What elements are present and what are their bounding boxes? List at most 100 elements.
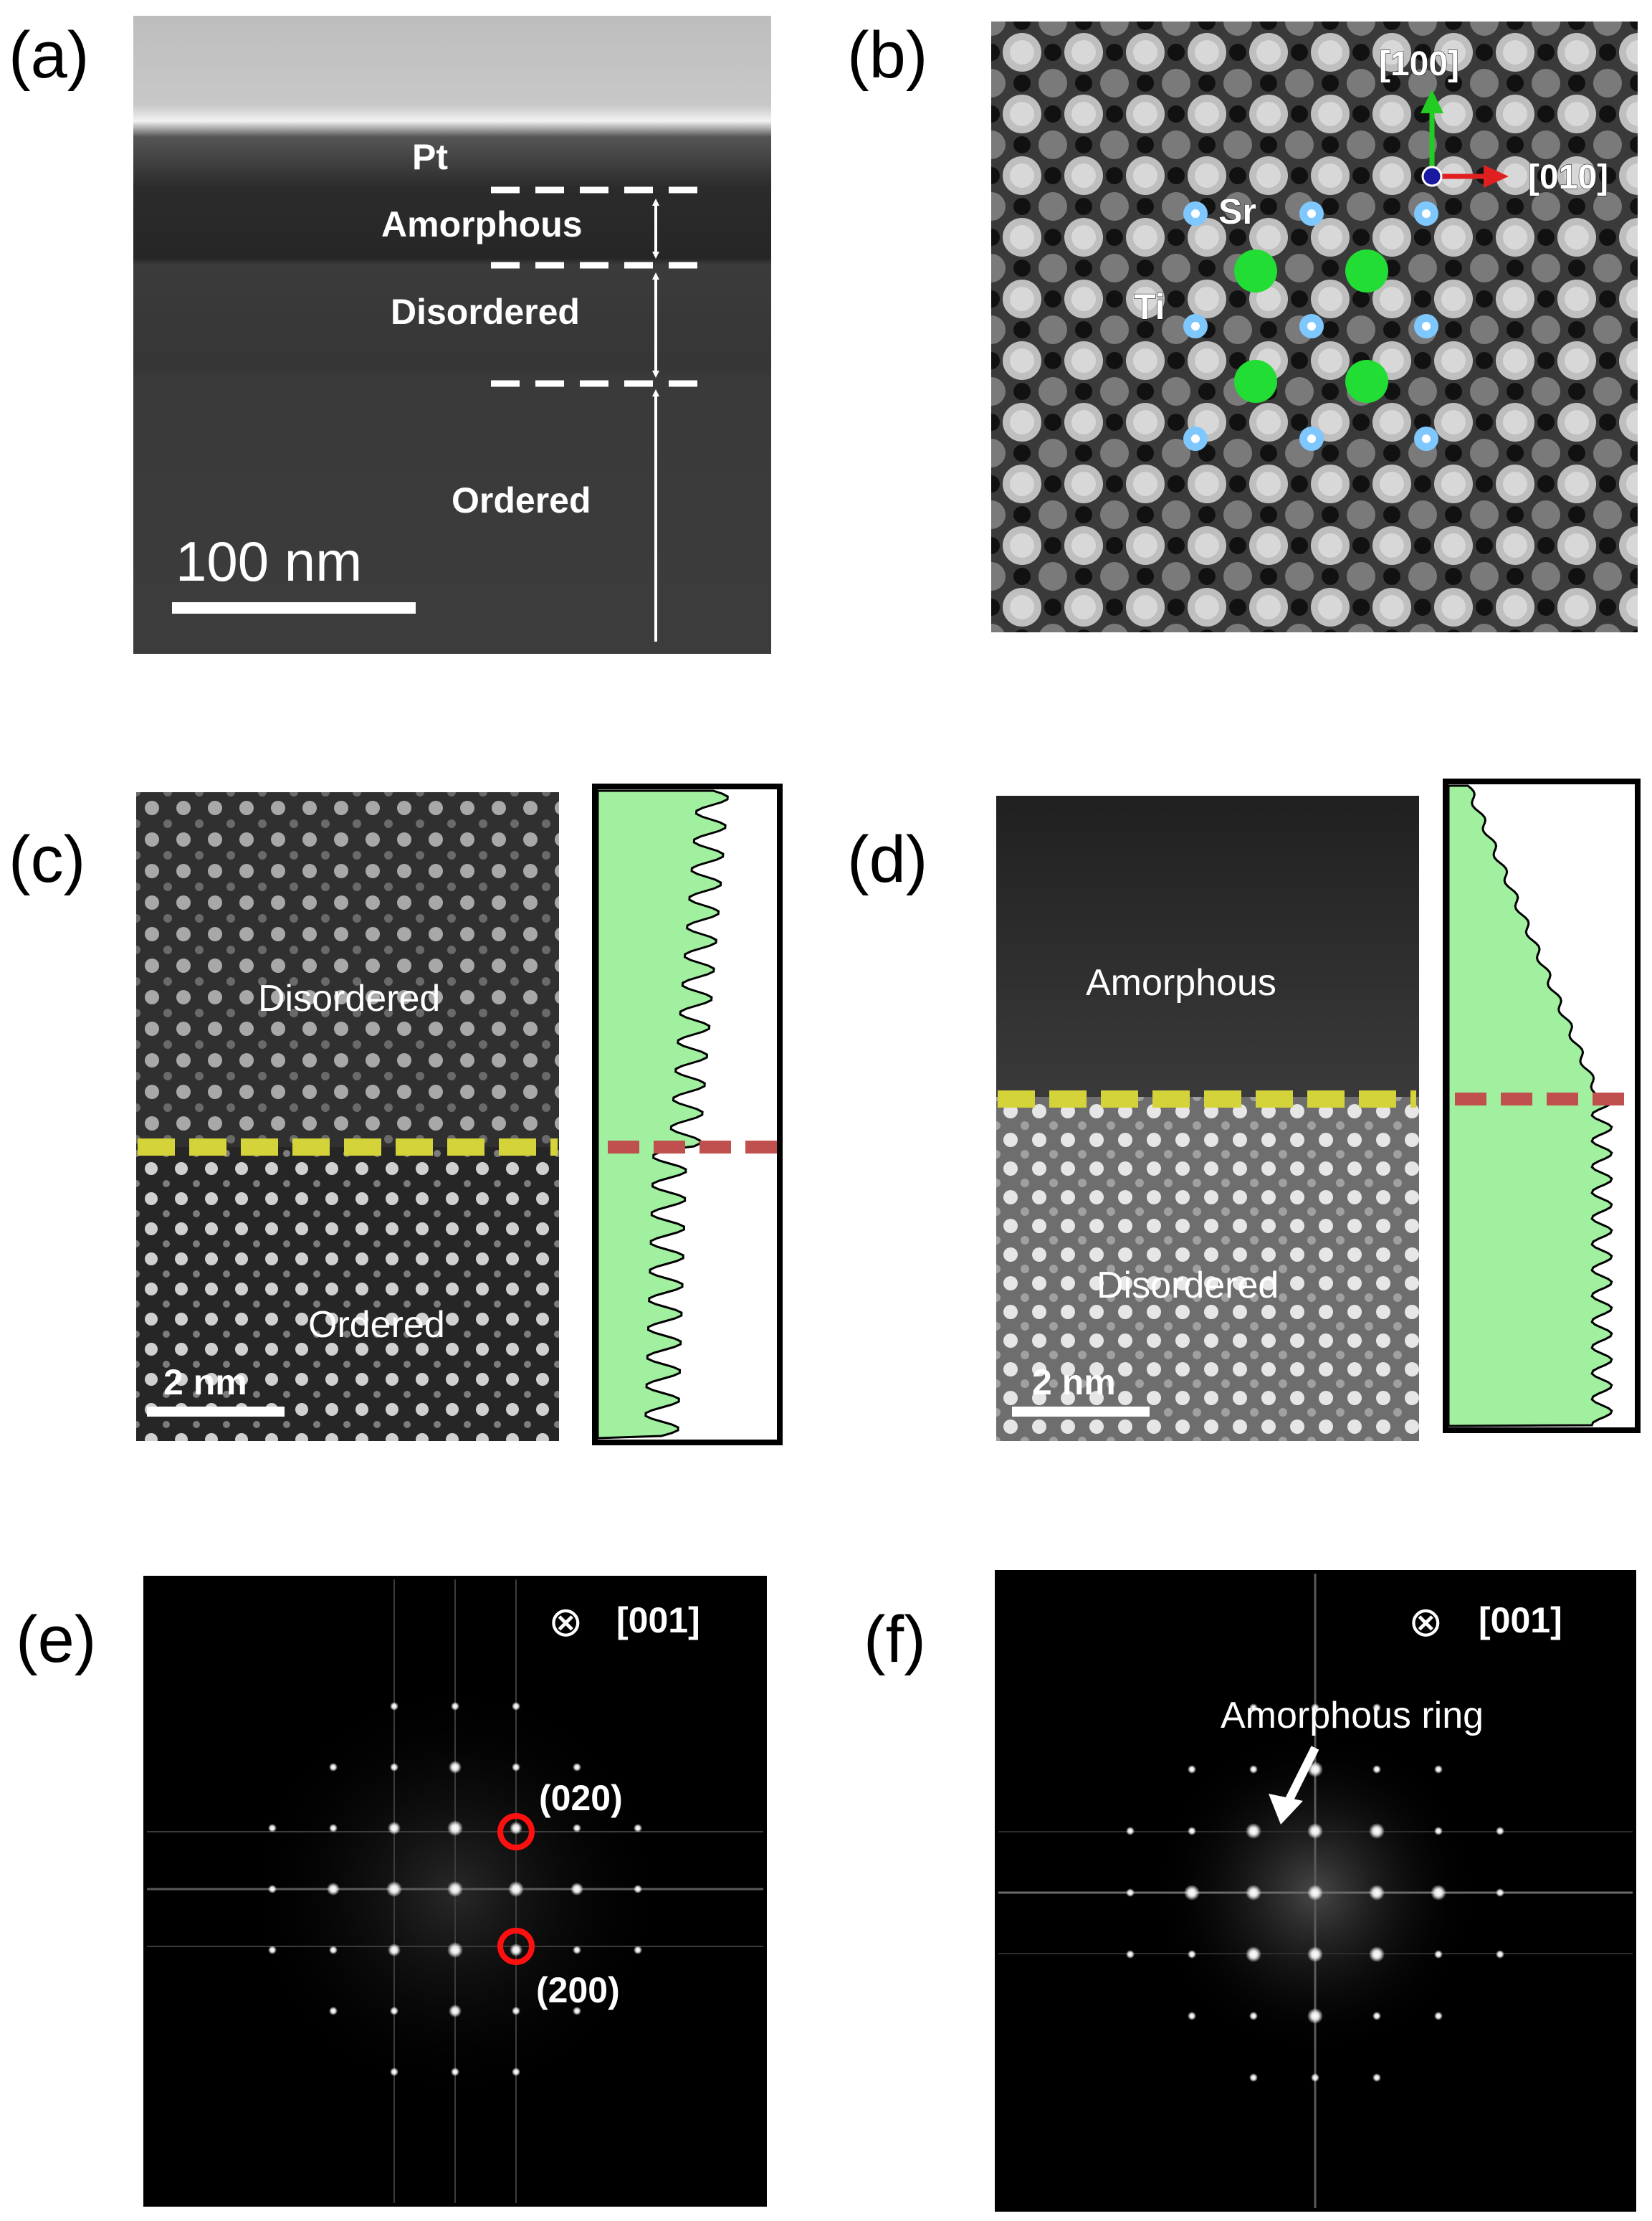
ti-atoms [1183,201,1438,451]
ti-atom [1299,201,1324,226]
diffraction-spot [1126,1888,1135,1897]
ti-atom [1414,201,1438,226]
diffraction-spot [1372,1765,1381,1774]
diffraction-spot [1307,1761,1323,1777]
diffraction-spot [1249,2012,1258,2020]
diffraction-spot [1496,1888,1504,1897]
diffraction-spot [327,1883,340,1896]
axis-horizontal-label: [010] [1528,158,1608,196]
diffraction-spot [1126,1827,1135,1835]
diffraction-spot [447,1820,463,1836]
diffraction-spot [390,2068,398,2076]
diffraction-spot [447,1881,463,1897]
diffraction-spot [1369,1823,1385,1839]
diffraction-spot [1431,1885,1446,1901]
panel-b-label: (b) [847,19,927,92]
diffraction-spot [1249,1703,1258,1712]
ti-label: Ti [1134,287,1165,327]
sr-label: Sr [1218,191,1256,232]
diffraction-spot [447,1942,463,1958]
sr-atoms [1234,249,1388,403]
diffraction-spot [512,2068,520,2076]
zone-axis-label-f: [001] [1479,1600,1562,1640]
scale-bar-d-label: 2 nm [1032,1362,1116,1402]
diffraction-spot [1307,2008,1323,2024]
axis-indicator: [100] [010] [1379,45,1609,197]
panel-d-disordered-region [996,1097,1419,1441]
diffraction-spot [1188,1950,1196,1959]
sr-atom [1345,360,1388,403]
panel-d-label: (d) [847,823,927,896]
scale-bar-a [172,602,416,614]
diffraction-spot [1126,1950,1135,1959]
axis-up-arrowhead [1421,90,1443,113]
diffraction-spot [1307,1885,1323,1901]
panel-a-image [133,16,771,654]
region-ordered-label-c: Ordered [308,1304,445,1346]
panel-e: (e) (020) (200) ⊗ [001] [16,1576,767,2207]
diffraction-spot [451,2068,459,2076]
diffraction-spot [1434,1950,1443,1959]
diffraction-spot [1188,1827,1196,1835]
diffraction-spot [1311,2073,1319,2082]
spot-200-label: (200) [536,1970,620,2010]
diffraction-spot [1188,1765,1196,1774]
diffraction-spot [1372,2012,1381,2020]
ti-atom [1183,314,1208,338]
diffraction-spot [449,2004,462,2017]
layer-amorphous-label: Amorphous [381,204,583,244]
diffraction-spot [388,1822,401,1835]
sr-atom [1234,360,1277,403]
ti-atom [1299,314,1324,338]
panel-e-label: (e) [16,1603,96,1676]
panel-a: (a) Pt Amorphous Disordered Ordered 100 … [9,16,771,654]
fft-f-spots [1126,1703,1504,2082]
diffraction-spot [329,2007,338,2015]
panel-c-ordered-region [136,1147,559,1441]
diffraction-spot [390,1702,398,1711]
diffraction-spot [1434,1827,1443,1835]
sr-atom [1345,249,1388,293]
diffraction-spot [508,1881,524,1897]
diffraction-spot [573,1763,581,1771]
ti-atom [1183,201,1208,226]
fft-e-spots [268,1702,642,2076]
diffraction-spot [1496,1827,1504,1835]
region-disordered-label-c: Disordered [258,978,440,1019]
layer-disordered-label: Disordered [391,292,580,332]
panel-d-amorphous-region [996,796,1419,1097]
spot-020-circle [497,1813,535,1850]
diffraction-spot [634,1824,642,1832]
region-disordered-label-d: Disordered [1097,1265,1279,1306]
diffraction-spot [512,2007,520,2015]
zone-axis-label-e: [001] [616,1600,700,1640]
zone-axis-symbol-f: ⊗ [1408,1599,1443,1645]
zone-axis-symbol-e: ⊗ [548,1599,583,1645]
panel-d: (d) Amorphous Disordered 2 nm [847,779,1641,1441]
panel-c: (c) Disordered Ordered 2 nm [9,784,783,1445]
ti-atom [1299,427,1324,451]
amorphous-ring-label: Amorphous ring [1221,1695,1484,1736]
diffraction-spot [1246,1885,1261,1901]
scale-bar-a-label: 100 nm [176,530,362,593]
diffraction-spot [573,1946,581,1954]
diffraction-spot [449,1761,462,1774]
diffraction-spot [268,1946,277,1954]
amorphous-ring-arrow [1282,1746,1319,1807]
ti-atom [1414,314,1438,338]
diffraction-spot [1188,2012,1196,2020]
diffraction-spot [570,1883,583,1896]
diffraction-spot [329,1824,338,1832]
diffraction-spot [512,1702,520,1711]
layer-pt-label: Pt [412,137,448,177]
diffraction-spot [268,1885,277,1893]
panel-c-disordered-region [136,792,559,1147]
diffraction-spot [510,1944,522,1956]
scale-bar-d [1012,1407,1150,1417]
panel-f-label: (f) [864,1603,926,1676]
axis-vertical-label: [100] [1379,45,1459,83]
diffraction-spot [1434,1765,1443,1774]
layer-ordered-label: Ordered [452,480,591,520]
diffraction-spot [1184,1885,1200,1901]
